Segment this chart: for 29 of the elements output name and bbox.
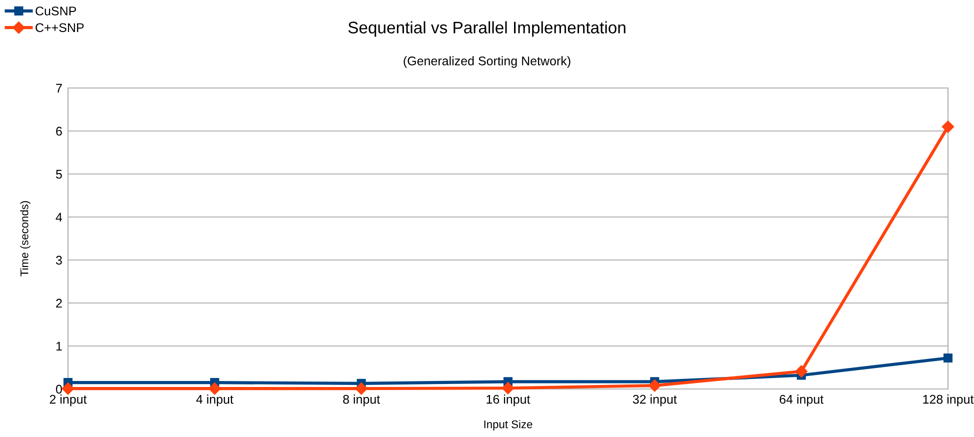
point bbox=[355, 382, 368, 395]
y-tick-label: 3 bbox=[56, 256, 62, 265]
y-tick-label: 2 bbox=[56, 298, 62, 308]
x-tick-label: 2 input bbox=[50, 394, 87, 406]
legend-label: C++SNP bbox=[36, 23, 84, 32]
point bbox=[942, 120, 954, 133]
y-tick-label: 0 bbox=[56, 384, 62, 394]
point bbox=[208, 382, 221, 395]
point bbox=[648, 379, 661, 392]
y-tick-label: 4 bbox=[56, 212, 62, 222]
x-tick-label: 8 input bbox=[343, 394, 380, 406]
y-tick-label: 5 bbox=[56, 170, 62, 179]
x-axis-title: Input Size bbox=[484, 420, 532, 430]
x-tick-label: 4 input bbox=[196, 394, 234, 406]
y-tick-label: 1 bbox=[56, 342, 62, 351]
x-tick-label: 32 input bbox=[632, 394, 677, 406]
x-tick-label: 16 input bbox=[486, 394, 530, 406]
point bbox=[943, 354, 953, 363]
chart-title: Sequential vs Parallel Implementation bbox=[348, 21, 626, 37]
y-axis-title: Time (seconds) bbox=[20, 201, 30, 276]
point bbox=[502, 382, 514, 394]
x-tick-label: 128 input bbox=[923, 394, 974, 406]
y-tick-label: 6 bbox=[56, 126, 62, 136]
point bbox=[62, 382, 74, 395]
point bbox=[795, 365, 808, 378]
chart-subtitle: (Generalized Sorting Network) bbox=[404, 56, 570, 68]
legend-label: CuSNP bbox=[36, 6, 76, 16]
y-tick-label: 7 bbox=[56, 84, 62, 93]
x-tick-label: 64 input bbox=[780, 394, 824, 406]
